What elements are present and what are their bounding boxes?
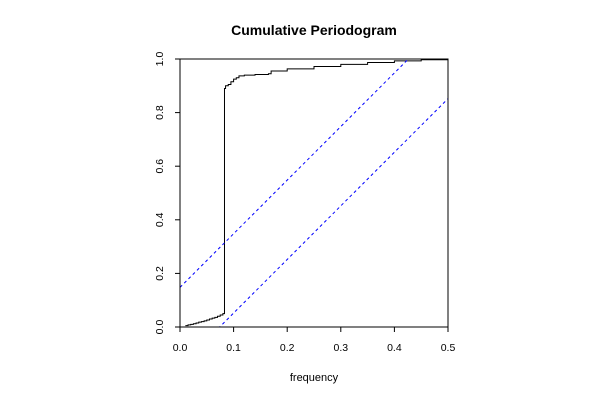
x-tick-label: 0.0	[173, 342, 188, 354]
cumulative-periodogram-step-line	[185, 59, 448, 327]
y-tick-label: 0.4	[154, 212, 166, 227]
y-tick-label: 0.8	[154, 105, 166, 120]
y-tick-label: 1.0	[154, 52, 166, 67]
plot-frame	[179, 58, 449, 328]
x-tick-label: 0.2	[280, 342, 295, 354]
series-layer	[180, 59, 448, 327]
x-axis-label: frequency	[290, 372, 339, 384]
lower-confidence-band-line	[218, 98, 448, 327]
upper-confidence-band-line	[180, 59, 410, 288]
y-tick-label: 0.6	[154, 159, 166, 174]
chart-title: Cumulative Periodogram	[231, 22, 397, 38]
x-tick-label: 0.4	[387, 342, 402, 354]
y-tick-label: 0.0	[154, 320, 166, 335]
x-tick-label: 0.3	[333, 342, 348, 354]
x-axis: 0.0 0.1 0.2 0.3 0.4 0.5	[173, 327, 456, 354]
y-tick-label: 0.2	[154, 266, 166, 281]
y-axis: 0.0 0.2 0.4 0.6 0.8 1.0	[154, 52, 180, 335]
x-tick-label: 0.5	[441, 342, 456, 354]
x-tick-label: 0.1	[226, 342, 241, 354]
